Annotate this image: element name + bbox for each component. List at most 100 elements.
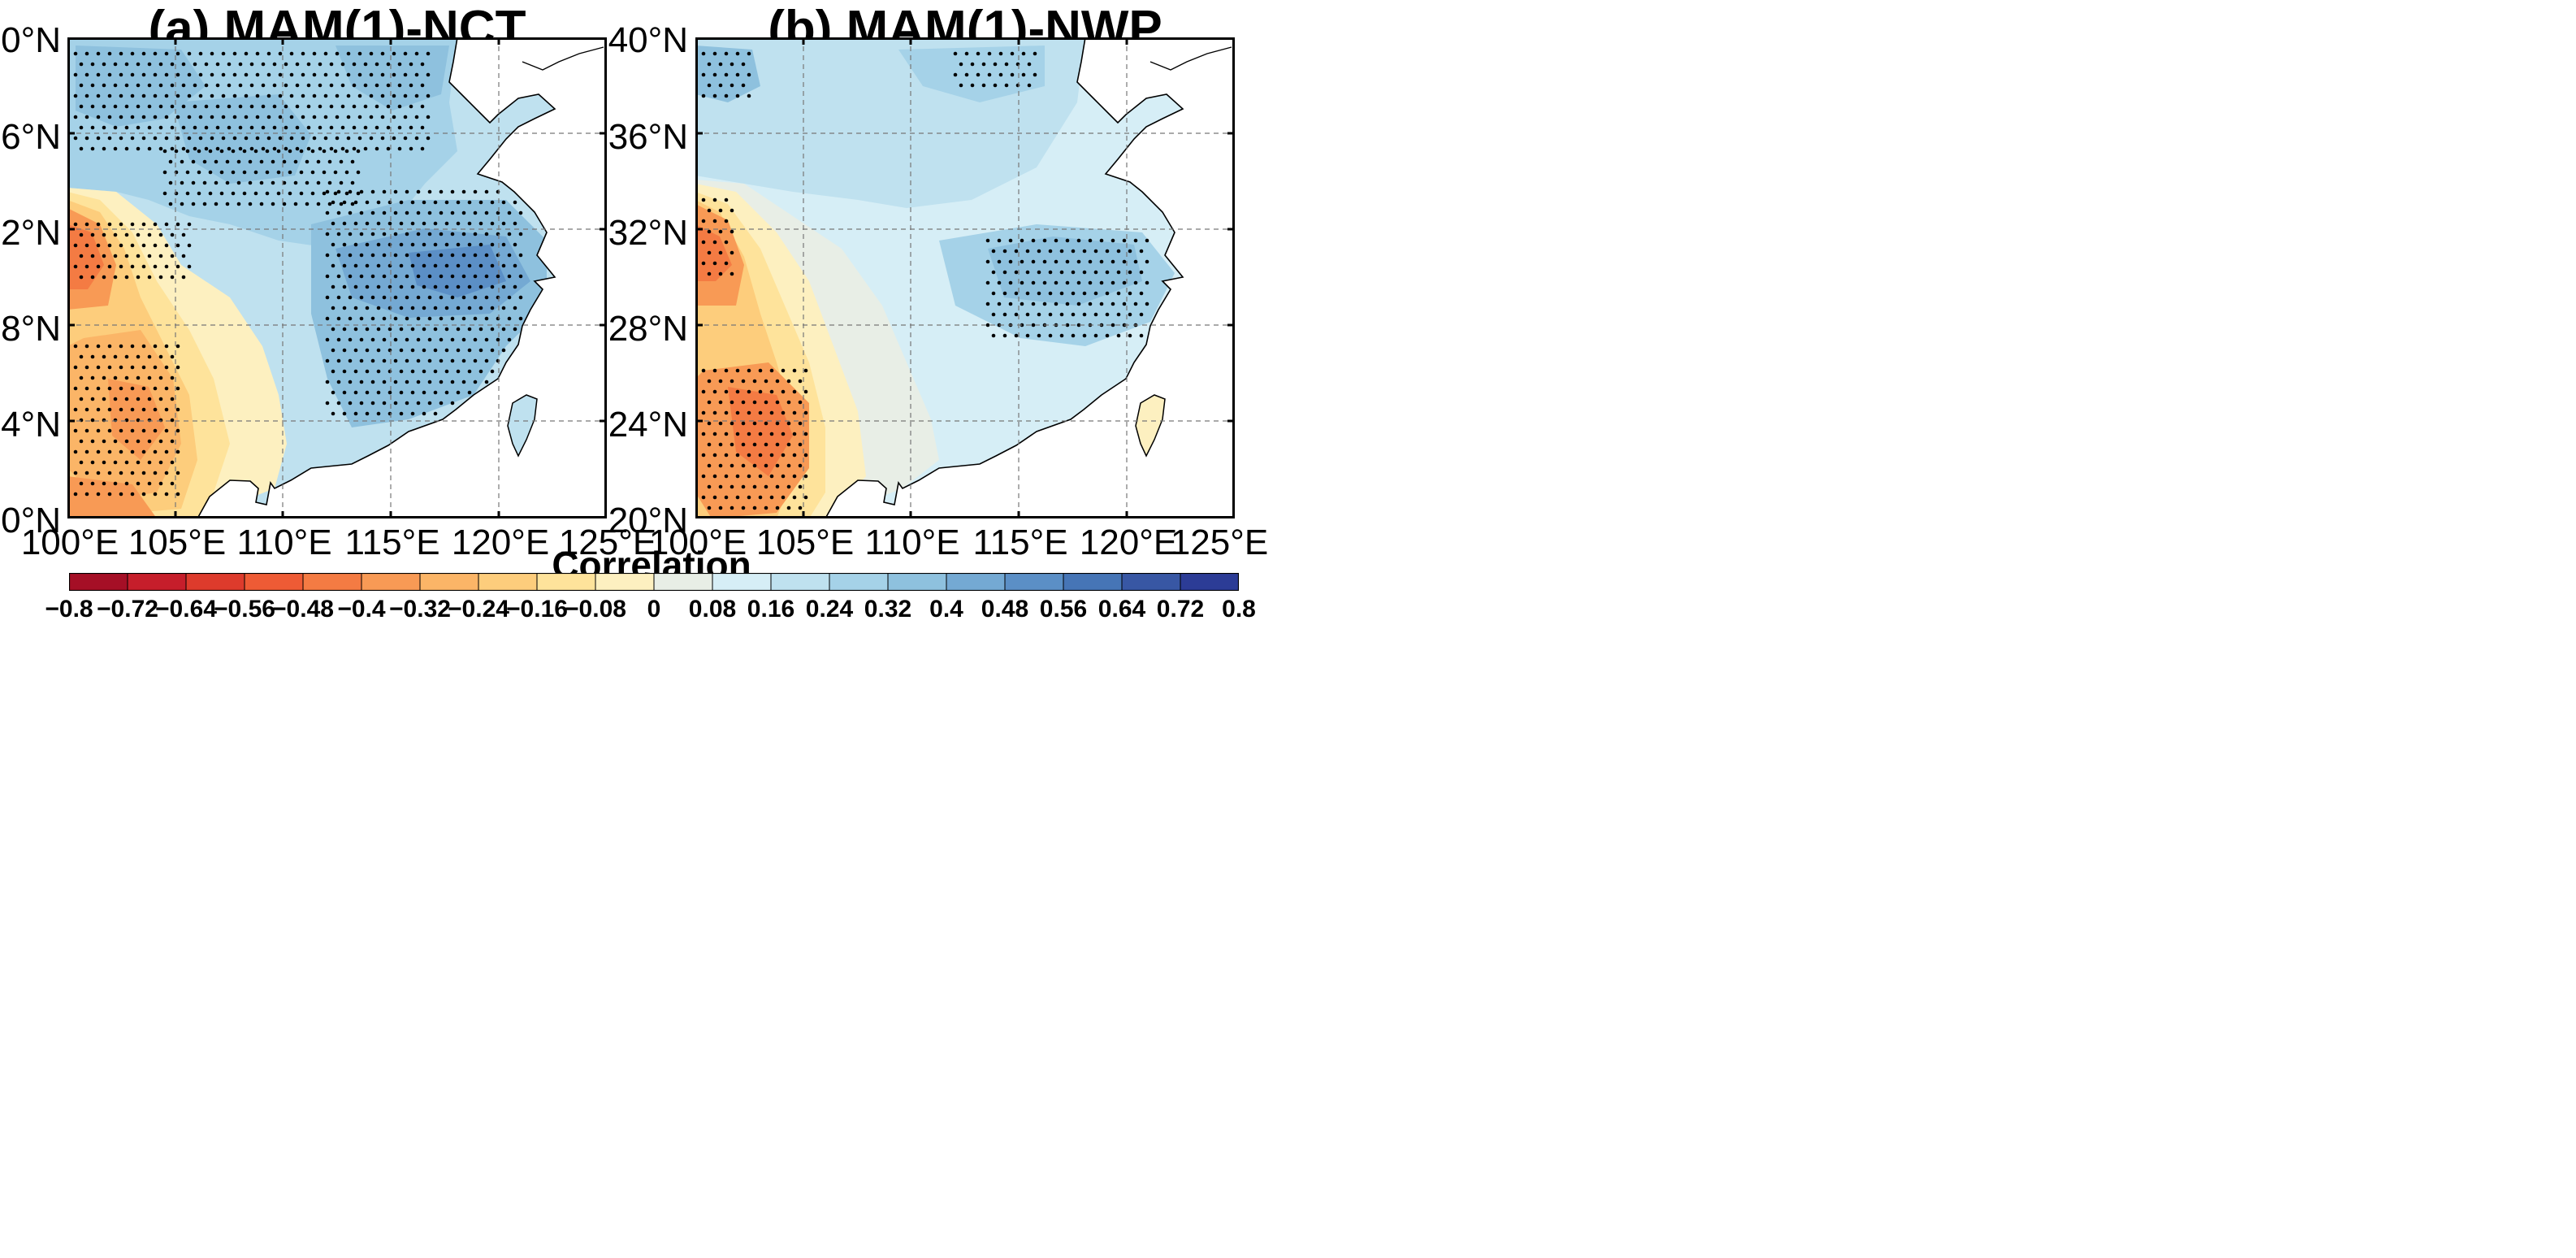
significance-dot <box>119 115 123 119</box>
significance-dot <box>724 432 729 436</box>
significance-dot <box>284 125 288 130</box>
significance-dot <box>490 327 495 332</box>
significance-dot <box>331 327 336 332</box>
colorbar-label: 0.32 <box>864 596 912 622</box>
significance-dot <box>162 149 167 154</box>
significance-dot <box>119 136 123 141</box>
significance-dot <box>158 104 163 109</box>
significance-dot <box>712 72 717 77</box>
significance-dot <box>96 222 101 227</box>
significance-dot <box>1099 301 1104 306</box>
significance-dot <box>272 146 277 151</box>
colorbar-label: 0.24 <box>805 596 854 622</box>
significance-dot <box>433 242 438 247</box>
significance-dot <box>439 210 444 215</box>
significance-dot <box>96 386 101 391</box>
significance-dot <box>507 316 512 321</box>
significance-dot <box>473 253 478 258</box>
significance-dot <box>331 306 336 310</box>
significance-dot <box>724 474 729 479</box>
significance-dot <box>96 243 101 248</box>
significance-dot <box>781 389 786 394</box>
significance-dot <box>359 274 364 279</box>
significance-dot <box>444 327 449 332</box>
significance-dot <box>175 449 180 454</box>
significance-dot <box>365 242 370 247</box>
significance-dot <box>204 125 209 130</box>
significance-dot <box>752 484 757 489</box>
significance-dot <box>456 390 461 395</box>
significance-dot <box>352 62 357 67</box>
significance-dot <box>221 136 226 141</box>
significance-dot <box>73 222 78 227</box>
significance-dot <box>730 229 734 234</box>
significance-dot <box>397 83 402 88</box>
significance-dot <box>752 505 757 510</box>
significance-dot <box>433 411 438 416</box>
significance-dot <box>380 51 385 56</box>
significance-dot <box>141 93 146 98</box>
significance-dot <box>701 72 706 77</box>
significance-dot <box>953 51 958 56</box>
significance-dot <box>136 397 141 401</box>
significance-dot <box>130 222 135 227</box>
significance-dot <box>249 83 254 88</box>
significance-dot <box>344 191 349 196</box>
significance-dot <box>792 389 797 394</box>
significance-dot <box>461 316 466 321</box>
significance-dot <box>370 358 375 363</box>
significance-dot <box>306 125 311 130</box>
significance-dot <box>249 104 254 109</box>
significance-dot <box>439 401 444 406</box>
significance-dot <box>752 379 757 384</box>
significance-dot <box>141 264 146 269</box>
significance-dot <box>473 210 478 215</box>
significance-dot <box>185 149 190 154</box>
blob-south <box>67 476 157 518</box>
significance-dot <box>90 254 95 258</box>
significance-dot <box>79 232 84 237</box>
significance-dot <box>501 327 506 332</box>
significance-dot <box>416 401 421 406</box>
significance-dot <box>433 369 438 374</box>
significance-dot <box>215 125 220 130</box>
significance-dot <box>741 442 746 447</box>
significance-dot <box>174 191 179 196</box>
significance-dot <box>147 375 152 380</box>
significance-dot <box>342 242 347 247</box>
significance-dot <box>1037 333 1041 338</box>
significance-dot <box>1128 312 1132 317</box>
significance-dot <box>450 401 455 406</box>
significance-dot <box>147 418 152 423</box>
significance-dot <box>90 375 95 380</box>
significance-dot <box>107 449 112 454</box>
significance-dot <box>231 170 236 175</box>
significance-dot <box>496 358 500 363</box>
significance-dot <box>359 210 364 215</box>
significance-dot <box>331 348 336 353</box>
significance-dot <box>410 390 415 395</box>
colorbar-label: −0.56 <box>214 596 275 622</box>
significance-dot <box>741 463 746 468</box>
significance-dot <box>102 481 106 486</box>
colorbar-segment <box>362 573 421 591</box>
lat-tick-40: 40°N <box>608 20 688 60</box>
significance-dot <box>346 115 351 119</box>
significance-dot <box>90 481 95 486</box>
significance-dot <box>427 401 432 406</box>
significance-dot <box>79 439 84 444</box>
significance-dot <box>219 191 224 196</box>
significance-dot <box>325 253 330 258</box>
significance-dot <box>426 136 431 141</box>
significance-dot <box>422 284 426 289</box>
significance-dot <box>707 250 712 255</box>
significance-dot <box>312 115 317 119</box>
significance-dot <box>164 243 169 248</box>
lat-tick-24: 24°N <box>0 405 61 445</box>
significance-dot <box>255 51 260 56</box>
significance-dot <box>130 449 135 454</box>
colorbar-label: −0.32 <box>389 596 451 622</box>
significance-dot <box>409 83 413 88</box>
significance-dot <box>141 243 146 248</box>
colorbar-label: −0.24 <box>448 596 509 622</box>
